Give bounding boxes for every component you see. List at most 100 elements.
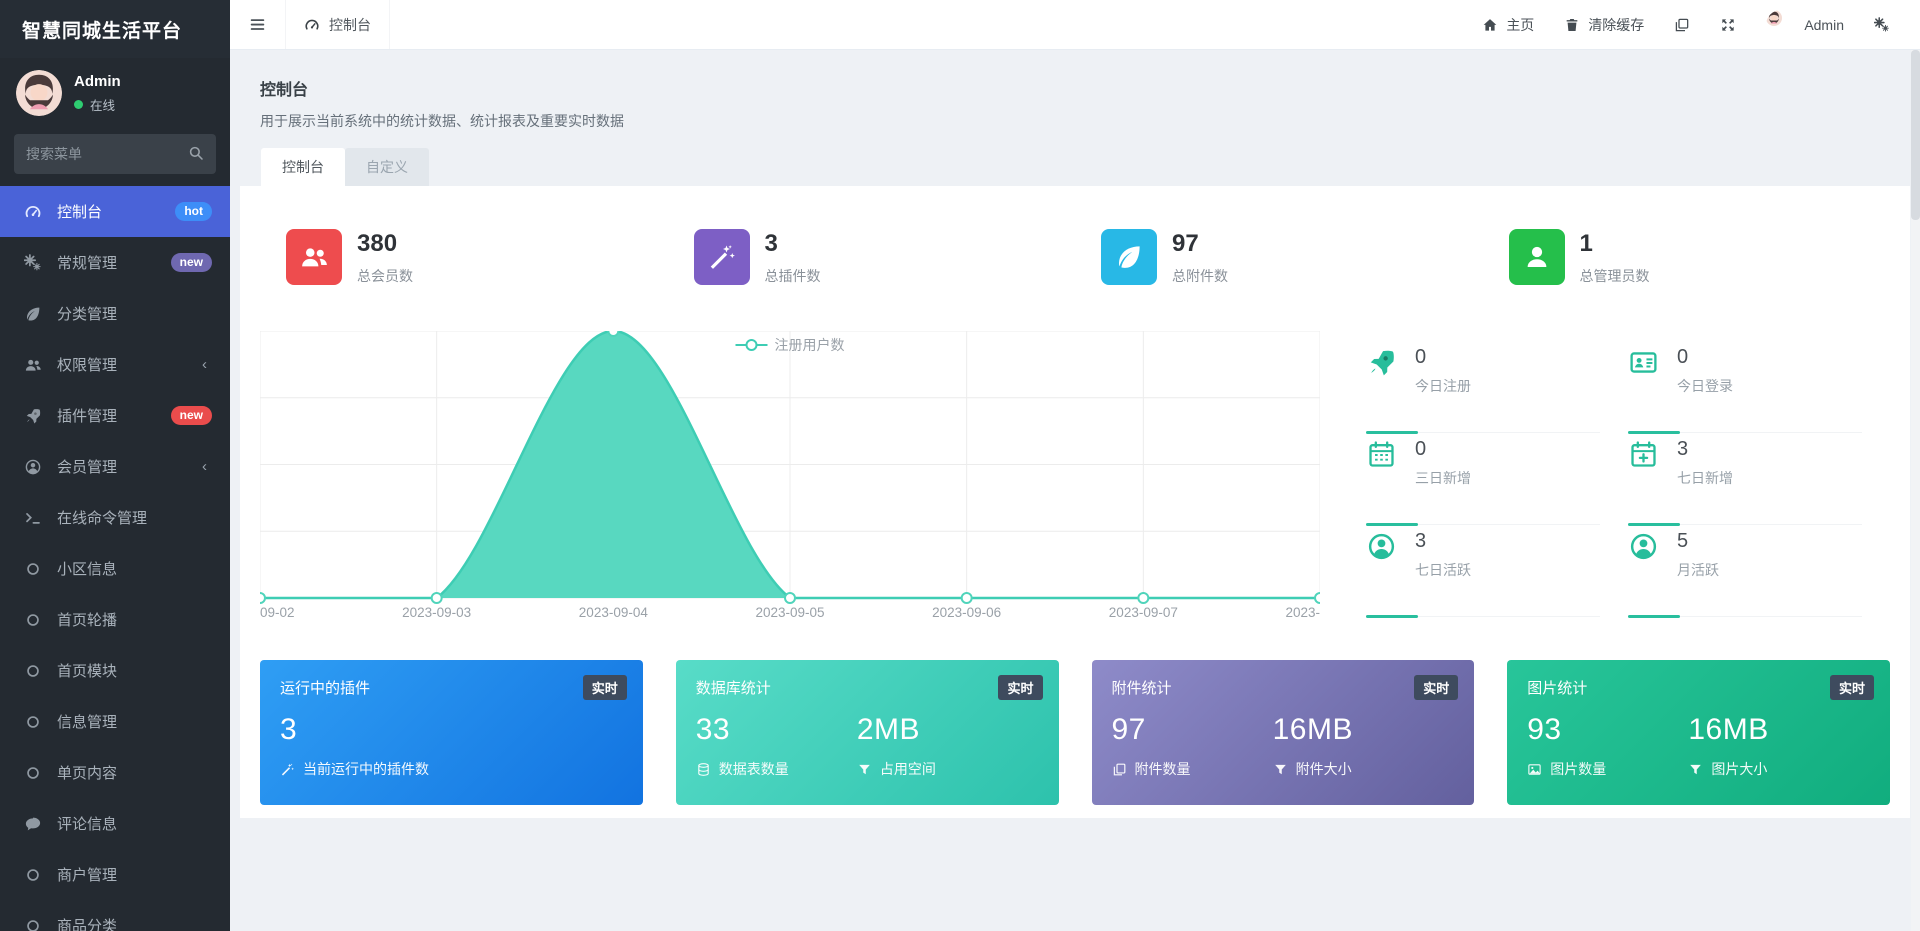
nav-home[interactable]: 主页 bbox=[1482, 15, 1534, 35]
database-icon bbox=[696, 762, 711, 777]
filter-icon bbox=[1273, 762, 1288, 777]
nav-clone[interactable] bbox=[1674, 17, 1690, 33]
mini-stat-label: 月活跃 bbox=[1677, 562, 1719, 578]
page-title: 控制台 bbox=[260, 82, 309, 99]
nav-fullscreen[interactable] bbox=[1720, 17, 1736, 33]
sidebar-item-plugin[interactable]: 插件管理 new bbox=[0, 390, 230, 441]
scrollbar[interactable] bbox=[1911, 50, 1920, 931]
page-subtitle: 用于展示当前系统中的统计数据、统计报表及重要实时数据 bbox=[260, 113, 624, 129]
sidebar-item-carousel[interactable]: 首页轮播 bbox=[0, 594, 230, 645]
sidebar-item-label: 插件管理 bbox=[57, 408, 118, 425]
card-value: 16MB bbox=[1688, 713, 1769, 746]
mini-stat-value: 5 bbox=[1677, 530, 1689, 552]
home-icon bbox=[1482, 17, 1498, 33]
legend-label: 注册用户数 bbox=[774, 337, 845, 353]
card-image-stats: 图片统计 实时 93 图片数量 16MB 图片大小 bbox=[1507, 660, 1890, 805]
realtime-badge: 实时 bbox=[1414, 675, 1459, 700]
nav-settings[interactable] bbox=[1874, 16, 1890, 33]
sidebar-item-info[interactable]: 信息管理 bbox=[0, 696, 230, 747]
sidebar-item-permission[interactable]: 权限管理 ‹ bbox=[0, 339, 230, 390]
wand-icon bbox=[280, 762, 295, 777]
stat-value: 3 bbox=[764, 230, 778, 257]
content-area: 控制台 用于展示当前系统中的统计数据、统计报表及重要实时数据 控制台 自定义 38… bbox=[230, 50, 1920, 931]
sidebar-item-goods-category[interactable]: 商品分类 bbox=[0, 900, 230, 931]
breadcrumb-label: 控制台 bbox=[329, 16, 371, 33]
sidebar-item-dashboard[interactable]: 控制台 hot bbox=[0, 186, 230, 237]
nav-clear-cache[interactable]: 清除缓存 bbox=[1564, 15, 1644, 35]
stat-label: 总会员数 bbox=[357, 268, 413, 284]
mini-stat-七日新增: 3 七日新增 bbox=[1628, 433, 1862, 526]
user-circle-icon bbox=[1628, 531, 1662, 565]
sidebar-item-community[interactable]: 小区信息 bbox=[0, 543, 230, 594]
sidebar-item-general[interactable]: 常规管理 new bbox=[0, 237, 230, 288]
card-value: 97 bbox=[1111, 713, 1146, 746]
mini-stat-value: 3 bbox=[1415, 530, 1427, 552]
breadcrumb-tab[interactable]: 控制台 bbox=[285, 0, 390, 49]
sidebar-item-merchant[interactable]: 商户管理 bbox=[0, 849, 230, 900]
stat-总管理员数: 1 总管理员数 bbox=[1483, 229, 1891, 286]
nav-user[interactable]: Admin bbox=[1766, 9, 1844, 40]
sidebar-item-label: 会员管理 bbox=[57, 459, 118, 476]
sidebar-toggle[interactable] bbox=[230, 15, 285, 34]
card-running-plugins: 运行中的插件 实时 3 当前运行中的插件数 bbox=[260, 660, 643, 805]
mini-stat-value: 3 bbox=[1677, 438, 1689, 460]
card-value: 93 bbox=[1527, 713, 1562, 746]
card-value: 2MB bbox=[856, 713, 921, 746]
tab-自定义[interactable]: 自定义 bbox=[345, 148, 429, 186]
terminal-icon bbox=[22, 508, 44, 528]
realtime-cards: 运行中的插件 实时 3 当前运行中的插件数 数据库统计 实时 33 数据表数量 … bbox=[260, 660, 1890, 805]
sidebar-item-label: 信息管理 bbox=[57, 714, 118, 731]
user-panel: Admin 在线 bbox=[0, 58, 230, 130]
mini-stat-七日活跃: 3 七日活跃 bbox=[1366, 525, 1600, 618]
copy-icon bbox=[1112, 762, 1127, 777]
circle-icon bbox=[22, 712, 44, 732]
circle-icon bbox=[22, 610, 44, 630]
sidebar-item-label: 权限管理 bbox=[57, 357, 118, 374]
sidebar-item-label: 小区信息 bbox=[57, 561, 118, 578]
trash-icon bbox=[1564, 17, 1580, 33]
card-value: 16MB bbox=[1272, 713, 1353, 746]
chevron-left-icon: ‹ bbox=[202, 458, 207, 475]
card-title: 附件统计 bbox=[1111, 680, 1172, 697]
realtime-badge: 实时 bbox=[1829, 675, 1874, 700]
id-card-icon bbox=[1628, 347, 1662, 381]
mini-stat-今日登录: 0 今日登录 bbox=[1628, 341, 1862, 434]
x-tick-label: 2023-09-04 bbox=[578, 605, 648, 620]
sidebar-item-home-module[interactable]: 首页模块 bbox=[0, 645, 230, 696]
sidebar-item-command[interactable]: 在线命令管理 bbox=[0, 492, 230, 543]
wand-icon bbox=[693, 229, 750, 285]
mini-stat-label: 今日注册 bbox=[1415, 378, 1471, 394]
sidebar-menu: 控制台 hot 常规管理 new 分类管理 权限管理 ‹ 插件管理 new 会员管理 ‹ … bbox=[0, 186, 230, 931]
sidebar-item-category[interactable]: 分类管理 bbox=[0, 288, 230, 339]
sidebar-item-member[interactable]: 会员管理 ‹ bbox=[0, 441, 230, 492]
chevron-left-icon: ‹ bbox=[202, 356, 207, 373]
mini-stat-value: 0 bbox=[1415, 438, 1427, 460]
sidebar-item-label: 单页内容 bbox=[57, 765, 118, 782]
card-value: 33 bbox=[695, 713, 731, 746]
mini-stats: 0 今日注册 0 今日登录 0 三日新增 3 七日新增 3 七日活跃 5 月活跃 bbox=[1366, 331, 1890, 626]
sidebar-item-label: 商户管理 bbox=[57, 867, 118, 884]
chart-legend[interactable]: 注册用户数 bbox=[735, 335, 845, 355]
sidebar-item-label: 在线命令管理 bbox=[57, 510, 148, 527]
search-input[interactable] bbox=[14, 134, 216, 174]
search-icon bbox=[187, 144, 205, 162]
sidebar-item-label: 分类管理 bbox=[57, 306, 118, 323]
user-icon bbox=[1508, 229, 1565, 285]
sidebar-item-comments[interactable]: 评论信息 bbox=[0, 798, 230, 849]
user-circle-icon bbox=[1366, 531, 1400, 565]
circle-icon bbox=[22, 865, 44, 885]
rocket-icon bbox=[22, 406, 44, 426]
mini-stat-今日注册: 0 今日注册 bbox=[1366, 341, 1600, 434]
sidebar-item-single-page[interactable]: 单页内容 bbox=[0, 747, 230, 798]
stat-value: 1 bbox=[1579, 230, 1593, 257]
card-title: 运行中的插件 bbox=[280, 680, 371, 697]
calendar-icon bbox=[1366, 439, 1400, 473]
leaf-icon bbox=[1101, 229, 1157, 285]
card-value: 3 bbox=[280, 713, 298, 746]
user-circle-icon bbox=[22, 457, 44, 477]
stat-总会员数: 380 总会员数 bbox=[260, 229, 668, 286]
tab-控制台[interactable]: 控制台 bbox=[261, 148, 345, 186]
sidebar-item-label: 评论信息 bbox=[57, 816, 118, 833]
gears-icon bbox=[1874, 16, 1890, 33]
x-tick-label: 2023-09-03 bbox=[402, 605, 472, 620]
